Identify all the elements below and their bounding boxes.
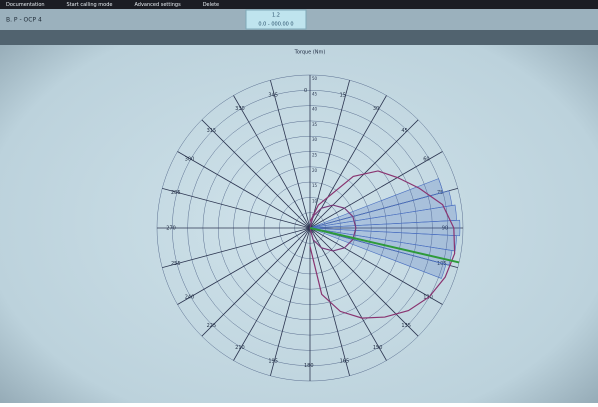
spoke	[233, 95, 311, 229]
spoke	[177, 227, 311, 305]
field-bottom: 0.0 - 000.00 0	[258, 22, 293, 28]
spoke	[162, 188, 311, 229]
theta-tick-label: 285	[171, 190, 181, 196]
spoke	[309, 95, 387, 229]
r-tick-label: 15	[312, 183, 318, 188]
theta-tick-label: 270	[166, 226, 176, 232]
theta-tick-label: 225	[207, 323, 217, 329]
r-tick-label: 10	[312, 198, 318, 203]
spoke	[309, 227, 443, 305]
spoke	[309, 151, 443, 229]
theta-tick-label: 240	[185, 294, 195, 300]
field-box[interactable]	[245, 9, 307, 30]
theta-tick-label: 300	[185, 157, 195, 163]
theta-tick-label: 180	[304, 363, 314, 369]
theta-tick-label: 255	[171, 261, 181, 267]
chart-title: Torque (Nm)	[294, 50, 326, 56]
menu: Documentation Start calling mode Advanced …	[6, 2, 219, 8]
menu-bar	[0, 0, 598, 9]
theta-tick-label: 90	[442, 226, 448, 232]
r-tick-label: 45	[312, 91, 318, 96]
field-top: 1.2	[272, 13, 280, 19]
theta-tick-label: 150	[373, 345, 383, 351]
theta-tick-label: 45	[401, 128, 407, 134]
r-tick-label: 30	[312, 137, 318, 142]
theta-tick-label: 105	[437, 261, 447, 267]
spoke	[309, 227, 387, 361]
spoke	[177, 151, 311, 229]
r-tick-label: 25	[312, 153, 318, 158]
series-line	[309, 204, 357, 252]
r-tick-label: 35	[312, 122, 318, 127]
menu-item[interactable]: Start calling mode	[67, 2, 113, 8]
menu-item[interactable]: Advanced settings	[134, 2, 181, 8]
menu-item[interactable]: Delete	[203, 2, 219, 8]
r-tick-label: 40	[312, 107, 318, 112]
theta-tick-label: 15	[340, 92, 346, 98]
spoke	[201, 119, 311, 229]
theta-tick-label: 195	[268, 359, 278, 365]
spoke	[309, 80, 350, 229]
theta-tick-label: 165	[340, 359, 350, 365]
menu-item[interactable]: Documentation	[6, 2, 45, 8]
theta-tick-label: 60	[423, 157, 429, 163]
spoke	[162, 227, 311, 268]
tab-label[interactable]: B. P - OCP 4	[6, 17, 42, 24]
toolbar-band	[0, 30, 598, 45]
spoke	[270, 80, 311, 229]
theta-tick-label: 30	[373, 106, 379, 112]
theta-tick-label: 345	[268, 92, 278, 98]
theta-tick-label: 315	[207, 128, 217, 134]
r-tick-label: 20	[312, 168, 318, 173]
theta-tick-label: 0	[304, 88, 307, 94]
theta-tick-label: 210	[235, 345, 245, 351]
sector	[309, 219, 461, 237]
spoke	[270, 227, 311, 376]
theta-tick-label: 135	[401, 323, 411, 329]
series-line	[309, 170, 456, 319]
sector	[309, 227, 447, 279]
theta-tick-label: 330	[235, 106, 245, 112]
spoke	[233, 227, 311, 361]
spoke	[309, 227, 419, 337]
spoke	[201, 227, 311, 337]
pointer	[309, 227, 460, 264]
r-tick-label: 50	[312, 76, 318, 81]
